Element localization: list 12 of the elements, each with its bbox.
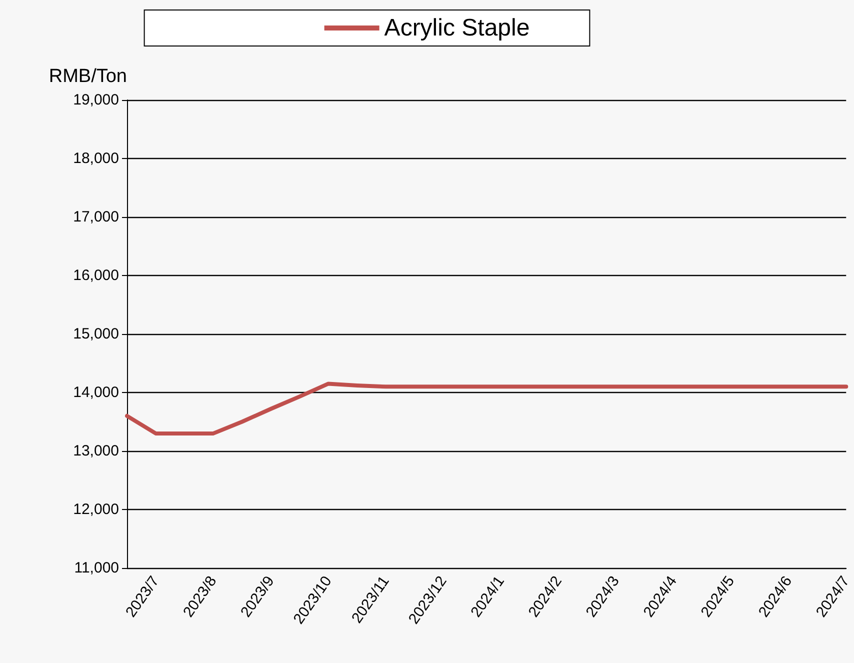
- y-tick-label: 13,000: [73, 442, 119, 460]
- y-tick-label: 12,000: [73, 501, 119, 518]
- legend-label: Acrylic Staple: [384, 14, 530, 42]
- y-tick-label: 19,000: [73, 92, 119, 108]
- y-tick-label: 15,000: [73, 326, 119, 342]
- y-axis-title: RMB/Ton: [48, 66, 127, 87]
- y-tick-label: 11,000: [74, 560, 119, 576]
- y-tick-label: 18,000: [73, 150, 119, 167]
- line-series: [125, 382, 848, 436]
- y-tick-label: 16,000: [73, 267, 119, 284]
- y-tick-label: 17,000: [73, 208, 119, 226]
- y-tick-label: 14,000: [73, 384, 119, 401]
